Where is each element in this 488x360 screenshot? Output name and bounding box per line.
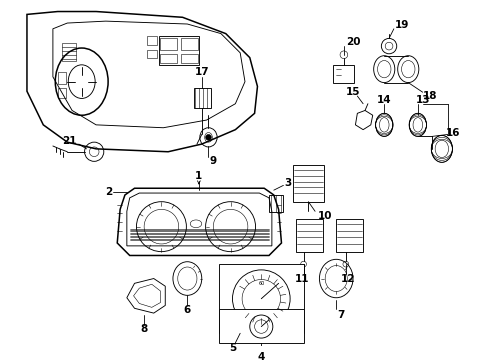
Text: 4: 4 [257,352,264,360]
Bar [295,219,322,252]
Text: 60: 60 [258,281,264,286]
Text: 12: 12 [340,274,354,284]
Text: 3: 3 [284,179,291,188]
Bar [180,54,198,63]
Bar [147,50,156,58]
Bar [180,39,198,50]
Text: 18: 18 [422,91,437,101]
Bar [219,309,303,343]
Circle shape [205,135,211,140]
Text: 5: 5 [228,343,236,353]
Bar [194,88,211,108]
Text: 7: 7 [337,310,344,320]
Bar [159,39,177,50]
Text: 6: 6 [183,305,191,315]
Bar [62,43,76,60]
Text: 2: 2 [105,187,112,197]
Bar [58,72,66,84]
Text: 19: 19 [393,20,408,30]
Polygon shape [126,193,271,246]
Text: 10: 10 [317,211,331,221]
Text: 21: 21 [62,136,76,146]
Text: 11: 11 [294,274,308,284]
Bar [147,36,156,45]
Bar [336,219,363,252]
Bar [333,65,354,82]
Text: 1: 1 [195,171,202,181]
Polygon shape [27,12,257,152]
Bar [159,54,177,63]
Polygon shape [126,279,165,313]
Bar [158,36,199,65]
Polygon shape [117,188,281,256]
Text: 9: 9 [209,156,216,166]
Text: 13: 13 [415,95,429,105]
Bar [58,88,66,98]
Polygon shape [53,21,244,128]
Bar [292,165,323,202]
Text: 15: 15 [346,87,360,97]
Text: 14: 14 [376,95,391,105]
Text: 8: 8 [140,324,147,334]
Bar [268,195,283,212]
Text: 17: 17 [194,67,209,77]
Bar [219,264,303,333]
Text: 20: 20 [346,37,360,47]
Text: 16: 16 [445,127,460,138]
